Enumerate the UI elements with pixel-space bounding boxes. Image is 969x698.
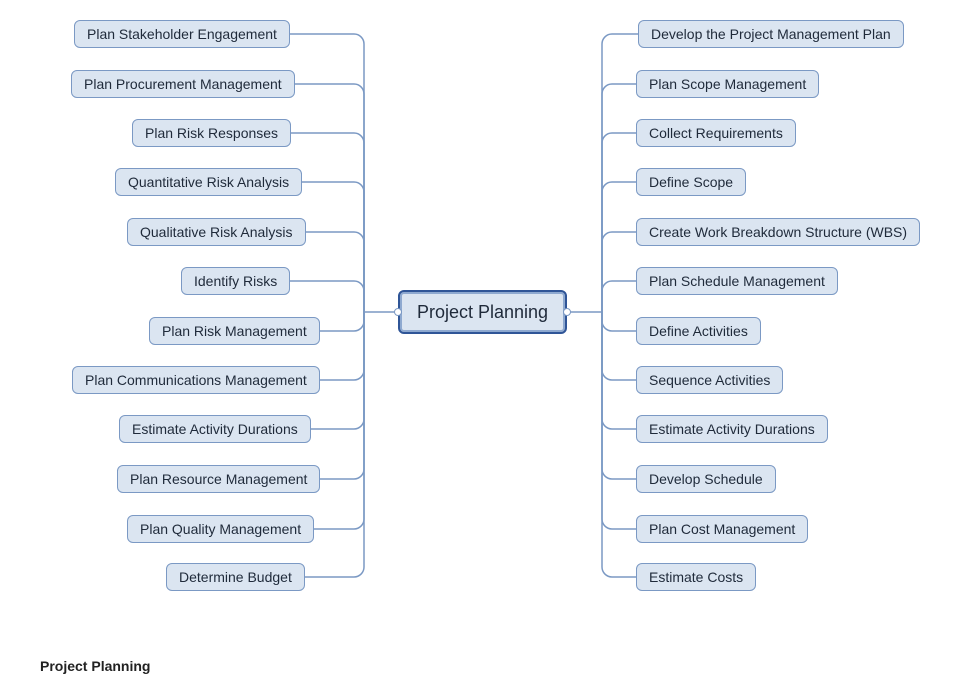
node-label: Plan Scope Management (649, 76, 806, 92)
node-label: Project Planning (417, 302, 548, 323)
node-label: Plan Stakeholder Engagement (87, 26, 277, 42)
node-label: Sequence Activities (649, 372, 770, 388)
right-node-4: Create Work Breakdown Structure (WBS) (636, 218, 920, 246)
node-label: Plan Quality Management (140, 521, 301, 537)
left-node-8: Estimate Activity Durations (119, 415, 311, 443)
connector (602, 312, 636, 529)
connector (602, 232, 636, 312)
left-node-4: Qualitative Risk Analysis (127, 218, 306, 246)
connector (290, 281, 364, 312)
node-label: Plan Risk Responses (145, 125, 278, 141)
connector (295, 84, 364, 312)
root-node: Project Planning (398, 290, 567, 334)
right-node-8: Estimate Activity Durations (636, 415, 828, 443)
node-label: Plan Schedule Management (649, 273, 825, 289)
diagram-caption: Project Planning (40, 658, 150, 674)
left-node-5: Identify Risks (181, 267, 290, 295)
connector (314, 312, 364, 529)
node-label: Plan Resource Management (130, 471, 307, 487)
connector (306, 232, 364, 312)
node-label: Determine Budget (179, 569, 292, 585)
connector (602, 312, 636, 429)
connector (320, 312, 364, 380)
node-label: Quantitative Risk Analysis (128, 174, 289, 190)
node-label: Develop the Project Management Plan (651, 26, 891, 42)
connector (602, 182, 636, 312)
connector (602, 84, 636, 312)
left-node-11: Determine Budget (166, 563, 305, 591)
connector (602, 34, 638, 312)
left-node-0: Plan Stakeholder Engagement (74, 20, 290, 48)
node-label: Plan Cost Management (649, 521, 795, 537)
connector (602, 133, 636, 312)
node-label: Define Scope (649, 174, 733, 190)
left-node-2: Plan Risk Responses (132, 119, 291, 147)
connector (602, 312, 636, 331)
root-right-junction-dot (563, 308, 571, 316)
node-label: Develop Schedule (649, 471, 763, 487)
node-label: Plan Communications Management (85, 372, 307, 388)
right-node-0: Develop the Project Management Plan (638, 20, 904, 48)
node-label: Plan Risk Management (162, 323, 307, 339)
mindmap-canvas: { "caption": { "text": "Project Planning… (0, 0, 969, 698)
node-label: Identify Risks (194, 273, 277, 289)
node-label: Define Activities (649, 323, 748, 339)
node-label: Estimate Activity Durations (649, 421, 815, 437)
right-node-11: Estimate Costs (636, 563, 756, 591)
connector (602, 312, 636, 577)
right-node-7: Sequence Activities (636, 366, 783, 394)
left-node-6: Plan Risk Management (149, 317, 320, 345)
connector-layer (0, 0, 969, 698)
connector (320, 312, 364, 479)
right-node-2: Collect Requirements (636, 119, 796, 147)
connector (320, 312, 364, 331)
left-node-3: Quantitative Risk Analysis (115, 168, 302, 196)
connector (602, 312, 636, 380)
root-left-junction-dot (394, 308, 402, 316)
node-label: Collect Requirements (649, 125, 783, 141)
connector (302, 182, 364, 312)
node-label: Plan Procurement Management (84, 76, 282, 92)
left-node-1: Plan Procurement Management (71, 70, 295, 98)
node-label: Estimate Costs (649, 569, 743, 585)
right-node-10: Plan Cost Management (636, 515, 808, 543)
connector (602, 281, 636, 312)
left-node-9: Plan Resource Management (117, 465, 320, 493)
connector (602, 312, 636, 479)
right-node-3: Define Scope (636, 168, 746, 196)
right-node-1: Plan Scope Management (636, 70, 819, 98)
left-node-10: Plan Quality Management (127, 515, 314, 543)
right-node-9: Develop Schedule (636, 465, 776, 493)
right-node-5: Plan Schedule Management (636, 267, 838, 295)
left-node-7: Plan Communications Management (72, 366, 320, 394)
node-label: Qualitative Risk Analysis (140, 224, 293, 240)
right-node-6: Define Activities (636, 317, 761, 345)
node-label: Create Work Breakdown Structure (WBS) (649, 224, 907, 240)
node-label: Estimate Activity Durations (132, 421, 298, 437)
